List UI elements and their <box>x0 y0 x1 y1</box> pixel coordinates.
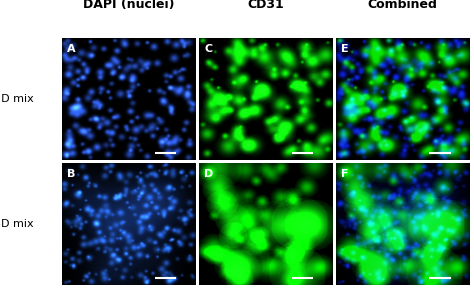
Text: E: E <box>341 44 349 54</box>
Text: C: C <box>204 44 212 54</box>
Text: Combined: Combined <box>368 0 438 10</box>
Text: F: F <box>341 169 349 179</box>
Text: 2D mix: 2D mix <box>0 94 34 104</box>
Text: A: A <box>67 44 75 54</box>
Text: B: B <box>67 169 75 179</box>
Text: CD31: CD31 <box>247 0 284 10</box>
Text: 3D mix: 3D mix <box>0 219 33 229</box>
Text: DAPI (nuclei): DAPI (nuclei) <box>82 0 174 10</box>
Text: D: D <box>204 169 213 179</box>
